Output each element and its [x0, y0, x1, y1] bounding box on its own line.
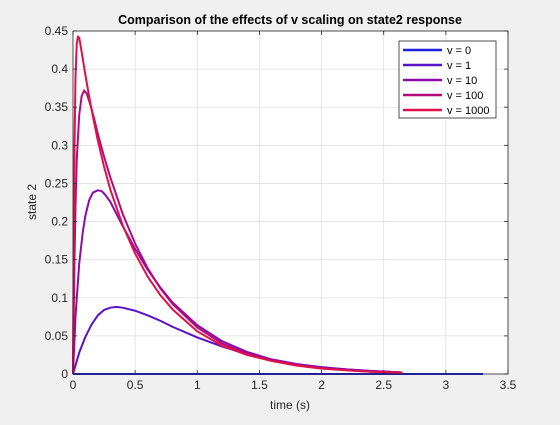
legend-label-4: v = 1000 — [447, 105, 490, 117]
x-axis-label: time (s) — [270, 398, 310, 412]
legend: v = 0 v = 1 v = 10 v = 100 v = 1000 — [398, 40, 497, 119]
x-tick-label: 0.5 — [127, 378, 144, 392]
legend-label-3: v = 100 — [447, 90, 483, 102]
y-tick-label: 0.4 — [51, 62, 68, 76]
y-tick-label: 0.45 — [45, 24, 69, 38]
x-tick-label: 3.5 — [500, 378, 517, 392]
y-tick-label: 0.35 — [45, 100, 69, 114]
x-tick-label: 2 — [318, 378, 325, 392]
y-tick-labels: 0 0.05 0.1 0.15 0.2 0.25 0.3 0.35 0.4 0.45 — [45, 24, 69, 381]
y-tick-label: 0.15 — [45, 253, 69, 267]
x-tick-labels: 0 0.5 1 1.5 2 2.5 3 3.5 — [70, 378, 517, 392]
chart-title: Comparison of the effects of v scaling o… — [118, 13, 462, 27]
x-tick-label: 1 — [194, 378, 201, 392]
ticks — [72, 30, 509, 375]
y-tick-label: 0.1 — [51, 291, 68, 305]
y-tick-label: 0.2 — [51, 215, 68, 229]
legend-label-0: v = 0 — [447, 45, 471, 57]
y-tick-label: 0.05 — [45, 329, 69, 343]
x-tick-label: 1.5 — [251, 378, 268, 392]
legend-label-1: v = 1 — [447, 60, 471, 72]
series-line-4 — [72, 35, 403, 375]
y-tick-label: 0.3 — [51, 138, 68, 152]
y-axis-label: state 2 — [25, 184, 39, 220]
x-tick-label: 2.5 — [375, 378, 392, 392]
axes-box — [72, 30, 509, 375]
x-tick-label: 0 — [70, 378, 77, 392]
y-tick-label: 0.25 — [45, 176, 69, 190]
legend-label-2: v = 10 — [447, 75, 477, 87]
x-tick-label: 3 — [443, 378, 450, 392]
y-tick-label: 0 — [61, 367, 68, 381]
